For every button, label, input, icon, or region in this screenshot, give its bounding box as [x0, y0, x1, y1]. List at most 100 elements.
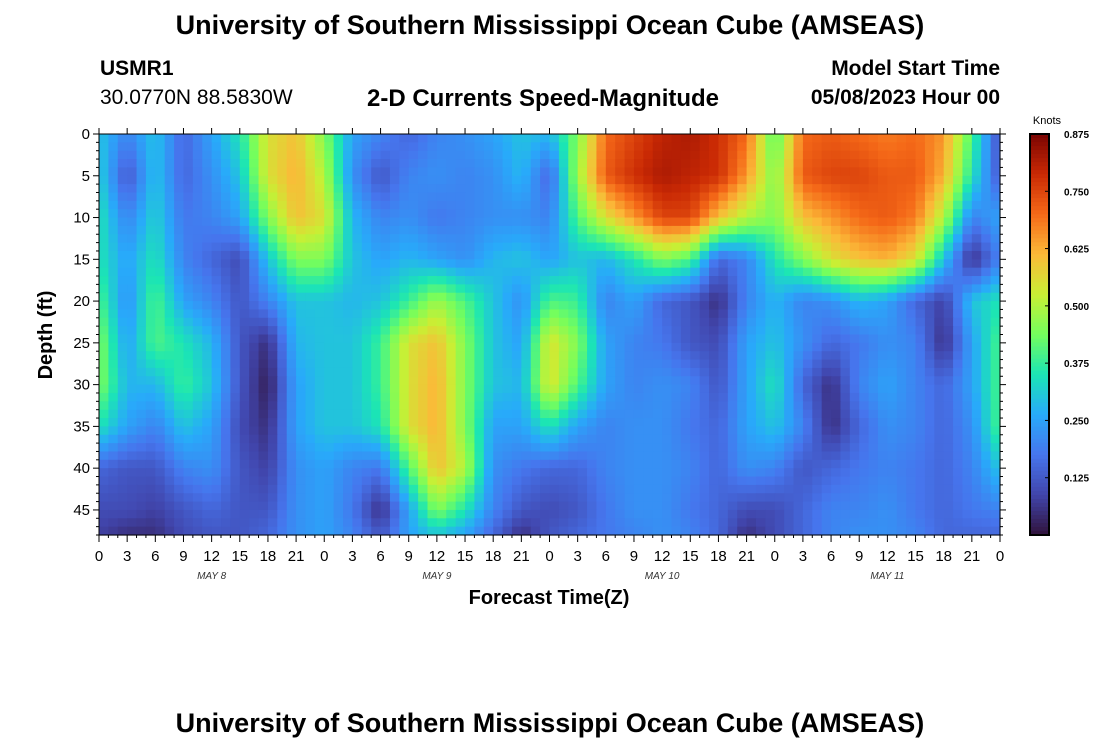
heatmap-cell: [587, 342, 598, 352]
heatmap-cell: [258, 242, 269, 252]
heatmap-cell: [502, 309, 513, 319]
heatmap-cell: [765, 401, 776, 411]
heatmap-cell: [155, 142, 166, 152]
heatmap-cell: [493, 509, 504, 519]
heatmap-cell: [549, 225, 560, 235]
heatmap-cell: [408, 418, 419, 427]
heatmap-cell: [127, 225, 138, 235]
heatmap-cell: [699, 459, 710, 469]
heatmap-cell: [896, 484, 907, 494]
heatmap-cell: [136, 451, 147, 461]
heatmap-cell: [802, 142, 813, 152]
heatmap-cell: [812, 401, 823, 411]
heatmap-cell: [784, 267, 795, 277]
heatmap-cell: [99, 276, 109, 285]
heatmap-cell: [277, 142, 288, 152]
heatmap-cell: [587, 409, 598, 419]
heatmap-cell: [840, 392, 851, 402]
heatmap-cell: [924, 250, 935, 260]
heatmap-cell: [877, 326, 888, 336]
heatmap-cell: [934, 367, 945, 377]
heatmap-cell: [615, 468, 626, 478]
heatmap-cell: [221, 401, 231, 411]
heatmap-cell: [793, 376, 804, 386]
heatmap-cell: [643, 292, 654, 302]
heatmap-cell: [249, 259, 260, 269]
heatmap-cell: [230, 351, 241, 361]
heatmap-cell: [427, 217, 438, 227]
heatmap-cell: [652, 376, 663, 386]
heatmap-cell: [896, 459, 907, 469]
heatmap-cell: [868, 443, 879, 453]
heatmap-cell: [896, 209, 907, 219]
heatmap-cell: [455, 292, 466, 302]
heatmap-cell: [962, 509, 973, 519]
heatmap-cell: [568, 468, 579, 478]
heatmap-cell: [399, 326, 410, 336]
heatmap-cell: [962, 175, 973, 185]
heatmap-cell: [408, 434, 419, 444]
heatmap-cell: [502, 334, 513, 344]
heatmap-cell: [755, 309, 766, 319]
heatmap-cell: [906, 309, 917, 319]
heatmap-cell: [343, 242, 354, 252]
heatmap-cell: [643, 250, 654, 260]
heatmap-cell: [718, 376, 729, 386]
heatmap-cell: [465, 376, 476, 386]
heatmap-cell: [164, 451, 175, 461]
heatmap-cell: [727, 242, 738, 252]
heatmap-cell: [943, 192, 954, 202]
heatmap-cell: [643, 451, 654, 461]
heatmap-cell: [962, 209, 973, 219]
heatmap-cell: [680, 376, 691, 386]
heatmap-cell: [615, 326, 626, 336]
heatmap-cell: [802, 134, 813, 143]
heatmap-cell: [192, 200, 203, 210]
heatmap-cell: [877, 418, 888, 427]
heatmap-cell: [446, 142, 457, 152]
heatmap-cell: [493, 518, 504, 528]
heatmap-cell: [765, 468, 776, 478]
heatmap-cell: [831, 426, 842, 436]
heatmap-cell: [136, 426, 147, 436]
heatmap-cell: [934, 317, 945, 327]
heatmap-cell: [249, 367, 260, 377]
heatmap-cell: [221, 468, 231, 478]
heatmap-cell: [99, 476, 109, 486]
heatmap-cell: [446, 175, 457, 185]
heatmap-cell: [953, 443, 964, 453]
heatmap-cell: [249, 301, 260, 311]
heatmap-cell: [540, 468, 551, 478]
heatmap-cell: [164, 476, 175, 486]
heatmap-cell: [633, 376, 644, 386]
heatmap-cell: [981, 200, 992, 210]
heatmap-cell: [267, 276, 278, 285]
heatmap-cell: [474, 409, 485, 419]
heatmap-cell: [155, 284, 166, 294]
heatmap-cell: [915, 409, 926, 419]
heatmap-cell: [643, 284, 654, 294]
heatmap-cell: [709, 309, 720, 319]
heatmap-cell: [906, 184, 917, 194]
heatmap-cell: [211, 284, 222, 294]
heatmap-cell: [718, 200, 729, 210]
heatmap-cell: [305, 276, 316, 285]
heatmap-cell: [296, 367, 307, 377]
heatmap-cell: [962, 276, 973, 285]
heatmap-cell: [558, 309, 569, 319]
heatmap-cell: [962, 384, 973, 394]
heatmap-cell: [258, 426, 269, 436]
heatmap-cell: [540, 317, 551, 327]
heatmap-cell: [596, 217, 607, 227]
heatmap-cell: [202, 242, 213, 252]
heatmap-cell: [821, 459, 832, 469]
heatmap-cell: [502, 134, 513, 143]
heatmap-cell: [840, 142, 851, 152]
heatmap-cell: [633, 209, 644, 219]
heatmap-cell: [540, 134, 551, 143]
heatmap-cell: [296, 459, 307, 469]
heatmap-cell: [418, 367, 429, 377]
heatmap-cell: [784, 401, 795, 411]
heatmap-cell: [221, 526, 231, 536]
heatmap-cell: [267, 501, 278, 511]
